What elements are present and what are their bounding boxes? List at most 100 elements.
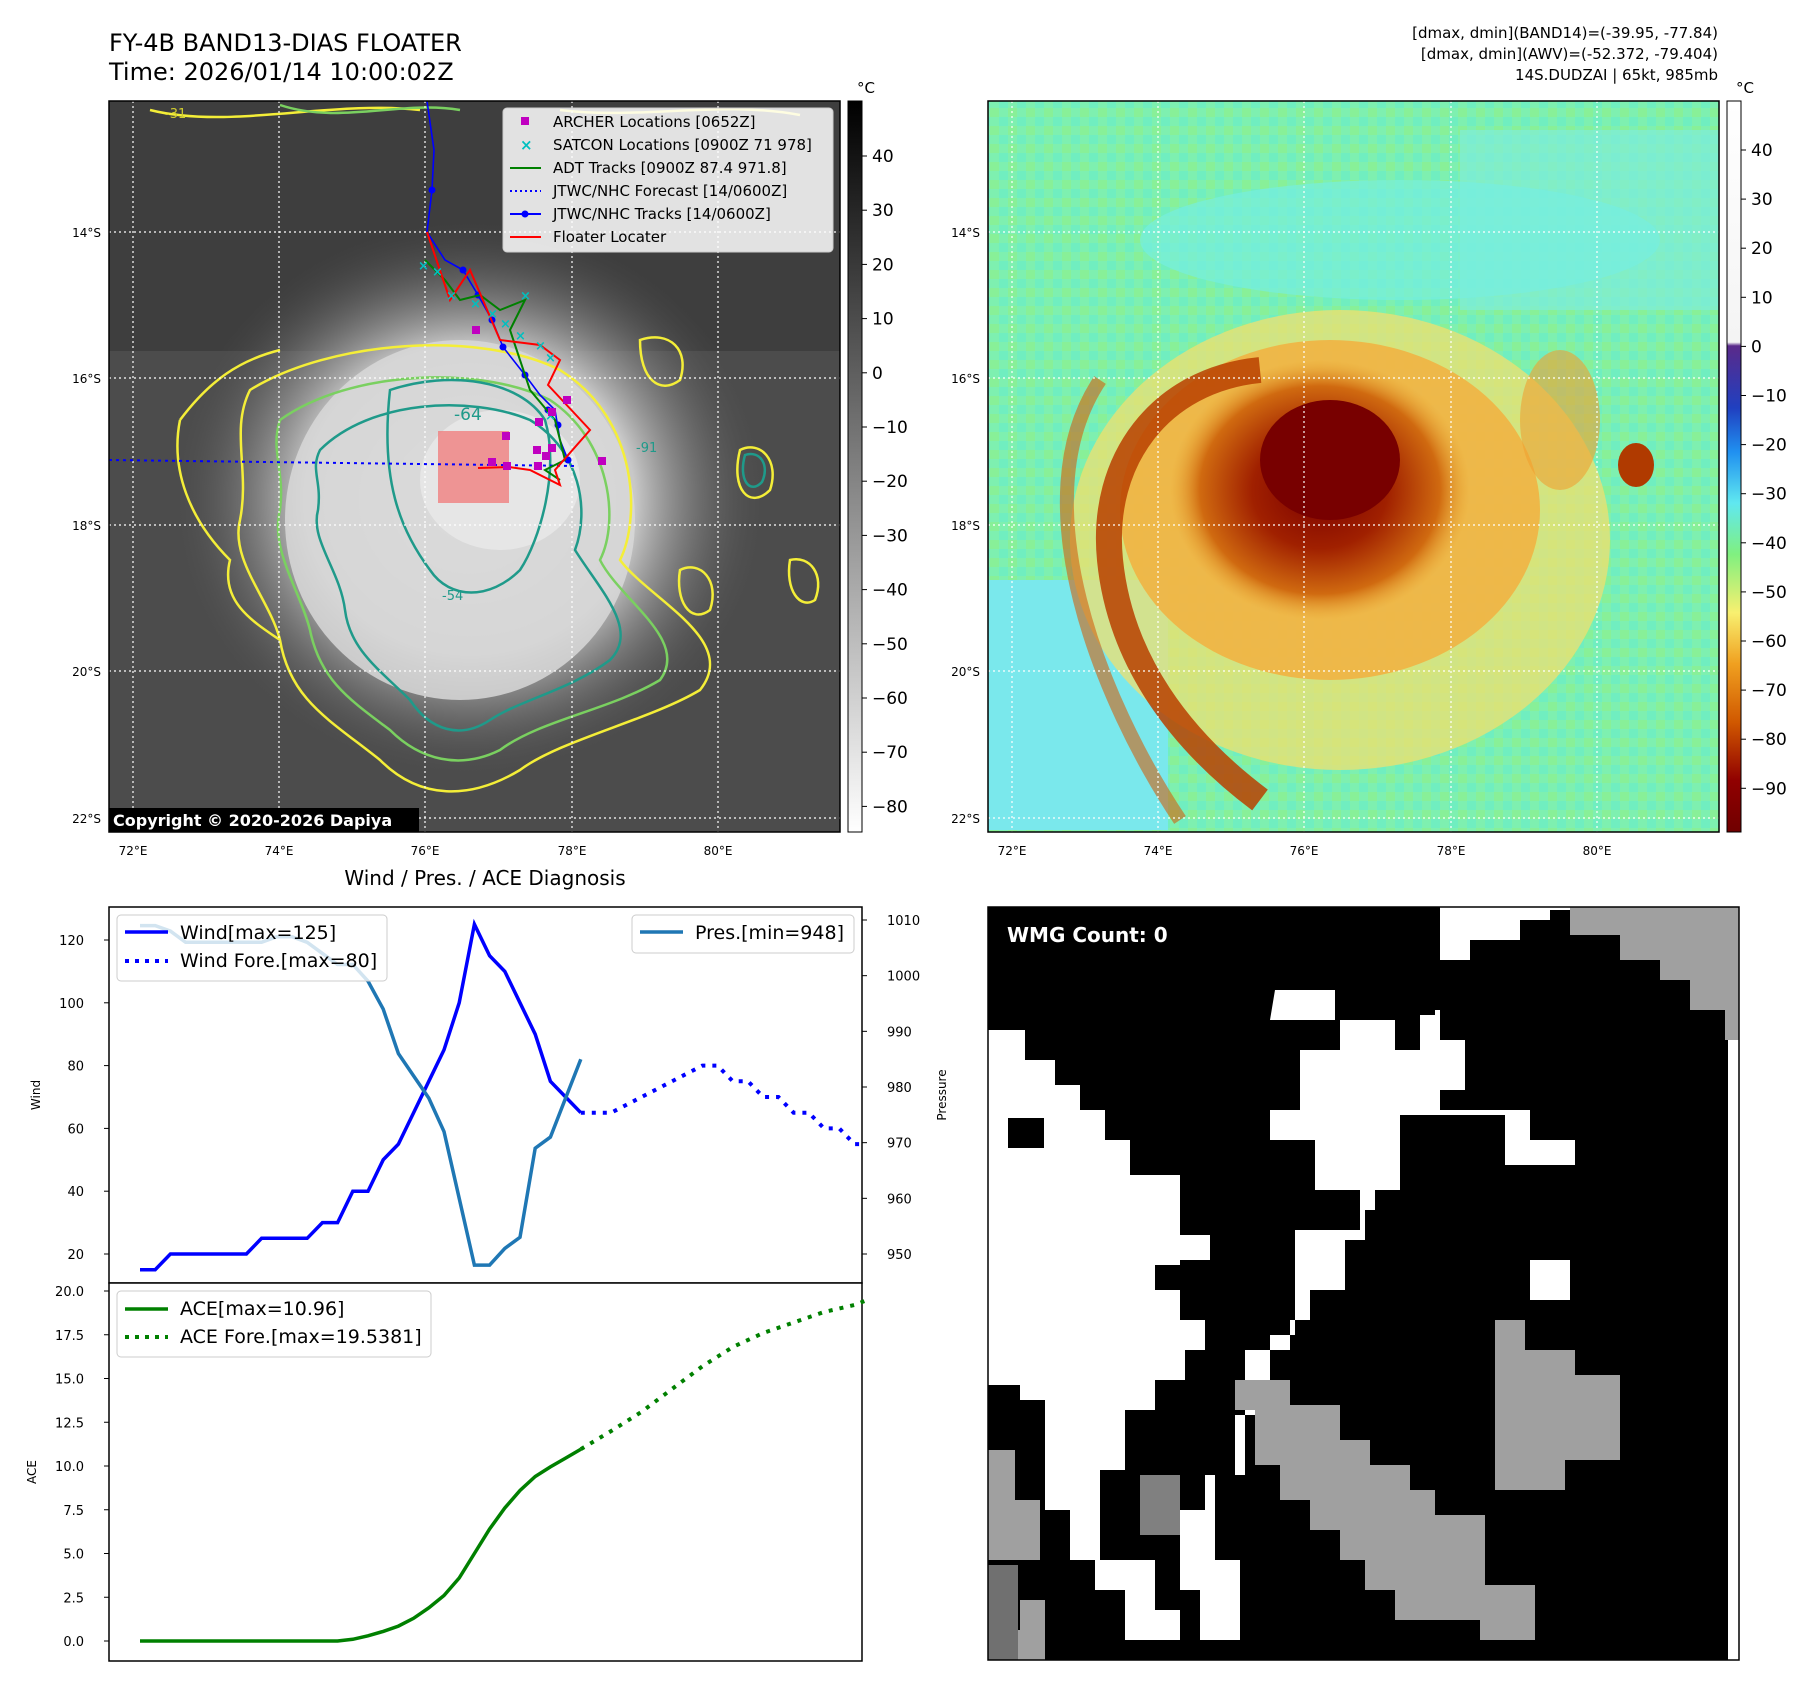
ir-colorbar-tick-label: −60 <box>872 689 908 709</box>
ir-colorbar-tick-label: −10 <box>872 418 908 438</box>
wv-grid <box>988 101 1719 832</box>
ir-colorbar-tick-label: −30 <box>872 526 908 546</box>
floater-track <box>426 231 592 487</box>
wind-ytick-label: 120 <box>59 934 84 949</box>
ace-ytick-label: 12.5 <box>55 1416 84 1431</box>
wind-chart: 20 40 60 80 100 120 950 960 970 980 990 1000 1010 W… <box>29 906 949 1284</box>
svg-text:×: × <box>418 259 429 274</box>
pressure-ylabel: Pressure <box>935 1069 949 1120</box>
wv-lon-76e: 76°E <box>1290 844 1319 858</box>
jtwc-forecast-line <box>109 459 579 467</box>
info-band14: [dmax, dmin](BAND14)=(-39.95, -77.84) <box>1412 24 1718 42</box>
ir-lon-80e: 80°E <box>704 844 733 858</box>
wind-ytick-label: 20 <box>67 1248 84 1263</box>
wmg-darkgray-block <box>1140 1475 1180 1535</box>
ir-colorbar-tick-label: −80 <box>872 797 908 817</box>
ir-colorbar-tick-label: 20 <box>872 255 894 275</box>
wv-lon-78e: 78°E <box>1437 844 1466 858</box>
wv-colorbar-tick-label: −50 <box>1751 583 1787 603</box>
legend-floater-label: Floater Locater <box>553 228 667 246</box>
svg-text:×: × <box>432 265 443 280</box>
wv-colorbar-tick-label: −10 <box>1751 387 1787 407</box>
ir-lon-72e: 72°E <box>119 844 148 858</box>
wv-colorbar-tick-label: −40 <box>1751 534 1787 554</box>
ir-lon-78e: 78°E <box>558 844 587 858</box>
ace-ytick-label: 10.0 <box>55 1460 84 1475</box>
ace-ytick-label: 17.5 <box>55 1329 84 1344</box>
wv-lat-16s: 16°S <box>951 372 980 386</box>
wmg-black-island <box>1008 1118 1044 1148</box>
wind-ytick-label: 60 <box>67 1122 84 1137</box>
legend-adt-label: ADT Tracks [0900Z 87.4 971.8] <box>553 159 787 177</box>
ir-colorbar-tick-label: −70 <box>872 743 908 763</box>
ir-colorbar-tick-label: −50 <box>872 635 908 655</box>
legend-forecast-label: JTWC/NHC Forecast [14/0600Z] <box>552 182 787 200</box>
svg-text:×: × <box>487 307 498 322</box>
wv-lat-22s: 22°S <box>951 812 980 826</box>
contour-label-91: -91 <box>636 441 657 456</box>
wv-colorbar-tick-label: 20 <box>1751 239 1773 259</box>
ir-colorbar-tick-label: −20 <box>872 472 908 492</box>
wv-lat-20s: 20°S <box>951 665 980 679</box>
series-line-wind-forecast <box>580 1063 862 1147</box>
legend-jtwc-label: JTWC/NHC Tracks [14/0600Z] <box>552 205 771 223</box>
ir-colorbar-tick-label: 40 <box>872 147 894 167</box>
wv-lat-labels: 14°S 16°S 18°S 20°S 22°S <box>951 226 980 826</box>
ir-lon-74e: 74°E <box>265 844 294 858</box>
legend-wind-label: Wind[max=125] <box>180 922 336 944</box>
wv-lat-18s: 18°S <box>951 519 980 533</box>
ace-legend: ACE[max=10.96] ACE Fore.[max=19.5381] <box>116 1290 432 1358</box>
wv-colorbar-tick-label: −70 <box>1751 681 1787 701</box>
ir-colorbar-tick-label: 30 <box>872 201 894 221</box>
wv-lon-74e: 74°E <box>1144 844 1173 858</box>
svg-text:×: × <box>515 329 526 344</box>
copyright-badge: Copyright © 2020-2026 Dapiya <box>109 808 419 832</box>
wind-ytick-label: 40 <box>67 1185 84 1200</box>
ace-ytick-label: 0.0 <box>63 1635 84 1650</box>
pressure-ytick-label: 1010 <box>887 914 920 929</box>
wv-colorbar: °C 40 30 20 10 0 −10 −20 −30 −40 −50 −60 −70 −80 −90 <box>1726 79 1787 833</box>
ir-lat-22s: 22°S <box>72 812 101 826</box>
wind-ytick-label: 100 <box>59 997 84 1012</box>
wind-ylabel: Wind <box>29 1080 43 1110</box>
legend-satcon-label: SATCON Locations [0900Z 71 978] <box>553 136 812 154</box>
ace-ytick-label: 15.0 <box>55 1373 84 1388</box>
ace-ytick-label: 2.5 <box>63 1591 84 1606</box>
svg-text:×: × <box>535 339 546 354</box>
pressure-ytick-label: 1000 <box>887 970 920 985</box>
ir-lat-14s: 14°S <box>72 226 101 240</box>
wmg-panel: WMG Count: 0 <box>987 906 1740 1661</box>
wv-colorbar-tick-label: −60 <box>1751 632 1787 652</box>
wv-colorbar-tick-label: 10 <box>1751 288 1773 308</box>
legend-ace-fore-label: ACE Fore.[max=19.5381] <box>180 1326 422 1348</box>
wmg-count-label: WMG Count: 0 <box>1007 923 1168 947</box>
svg-text:×: × <box>545 351 556 366</box>
wv-lat-14s: 14°S <box>951 226 980 240</box>
info-storm: 14S.DUDZAI | 65kt, 985mb <box>1515 66 1718 84</box>
figure-time: Time: 2026/01/14 10:00:02Z <box>108 58 454 86</box>
ace-ytick-label: 7.5 <box>63 1504 84 1519</box>
ir-lat-18s: 18°S <box>72 519 101 533</box>
legend-pres-label: Pres.[min=948] <box>695 922 844 944</box>
wv-lon-labels: 72°E 74°E 76°E 78°E 80°E <box>998 844 1612 858</box>
ace-chart: 0.0 2.5 5.0 7.5 10.0 12.5 15.0 17.5 20.0 ACE ACE… <box>25 1282 871 1662</box>
wind-legend: Wind[max=125] Wind Fore.[max=80] <box>116 914 388 982</box>
archer-marks <box>472 326 606 470</box>
diagnosis-title: Wind / Pres. / ACE Diagnosis <box>344 866 625 890</box>
svg-text:×: × <box>446 289 457 304</box>
copyright-text: Copyright © 2020-2026 Dapiya <box>113 811 392 830</box>
pressure-ytick-label: 970 <box>887 1137 912 1152</box>
ir-colorbar-tick-label: 10 <box>872 310 894 330</box>
ace-ylabel: ACE <box>25 1460 39 1484</box>
series-line-ace <box>140 1447 582 1643</box>
ir-colorbar: °C 40 30 20 10 0 −10 −20 −30 −40 −50 −60 −70 −80 <box>847 79 908 833</box>
ir-colorbar-unit: °C <box>857 79 875 97</box>
svg-text:×: × <box>520 289 531 304</box>
wv-lon-80e: 80°E <box>1583 844 1612 858</box>
wv-colorbar-tick-label: −30 <box>1751 485 1787 505</box>
ace-ytick-label: 5.0 <box>63 1548 84 1563</box>
ir-lat-labels: 14°S 16°S 18°S 20°S 22°S <box>72 226 101 826</box>
ir-lon-76e: 76°E <box>411 844 440 858</box>
pressure-ytick-label: 990 <box>887 1025 912 1040</box>
